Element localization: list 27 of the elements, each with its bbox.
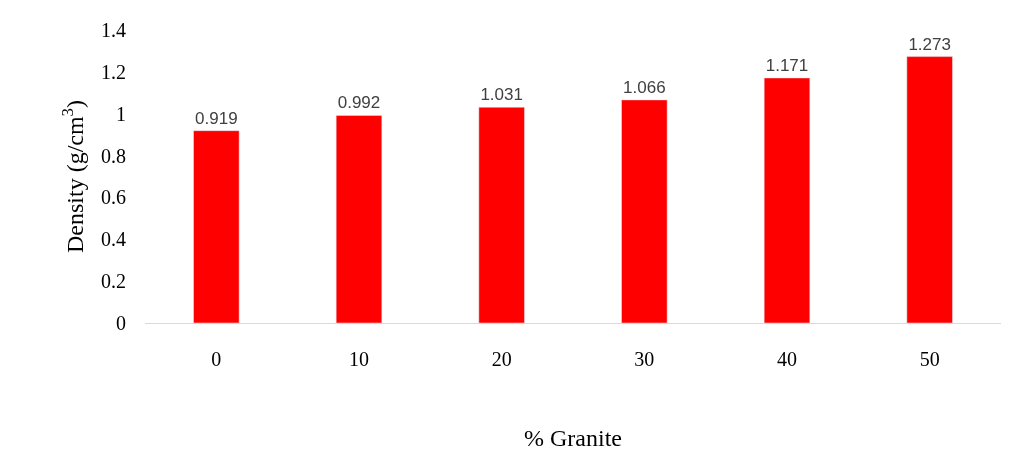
data-label: 1.066 bbox=[623, 77, 666, 97]
bar bbox=[763, 77, 811, 323]
y-tick-label: 1.4 bbox=[101, 19, 126, 41]
data-label: 1.031 bbox=[480, 85, 523, 105]
x-tick-label: 50 bbox=[919, 348, 940, 370]
bar bbox=[478, 106, 525, 323]
x-tick-label: 10 bbox=[349, 348, 369, 370]
bar bbox=[621, 99, 668, 323]
data-label: 1.273 bbox=[908, 34, 951, 54]
y-tick-label: 1.2 bbox=[101, 60, 126, 83]
bar bbox=[335, 115, 383, 323]
bar bbox=[906, 56, 953, 323]
y-tick-label: 1 bbox=[116, 102, 126, 125]
y-tick-label: 0.2 bbox=[101, 270, 126, 293]
data-label: 0.919 bbox=[195, 108, 238, 128]
bar bbox=[193, 130, 240, 323]
x-tick-label: 30 bbox=[634, 348, 655, 370]
data-label: 1.171 bbox=[765, 55, 809, 75]
y-tick-label: 0.4 bbox=[101, 228, 126, 251]
y-tick-label: 0.6 bbox=[101, 186, 126, 209]
x-tick-label: 20 bbox=[491, 348, 512, 370]
x-tick-label: 0 bbox=[211, 348, 222, 370]
x-axis-title: % Granite bbox=[524, 425, 622, 452]
y-tick-label: 0.8 bbox=[101, 144, 126, 167]
y-tick-label: 0 bbox=[116, 312, 126, 334]
data-label: 0.992 bbox=[337, 93, 381, 113]
x-tick-label: 40 bbox=[777, 348, 797, 370]
